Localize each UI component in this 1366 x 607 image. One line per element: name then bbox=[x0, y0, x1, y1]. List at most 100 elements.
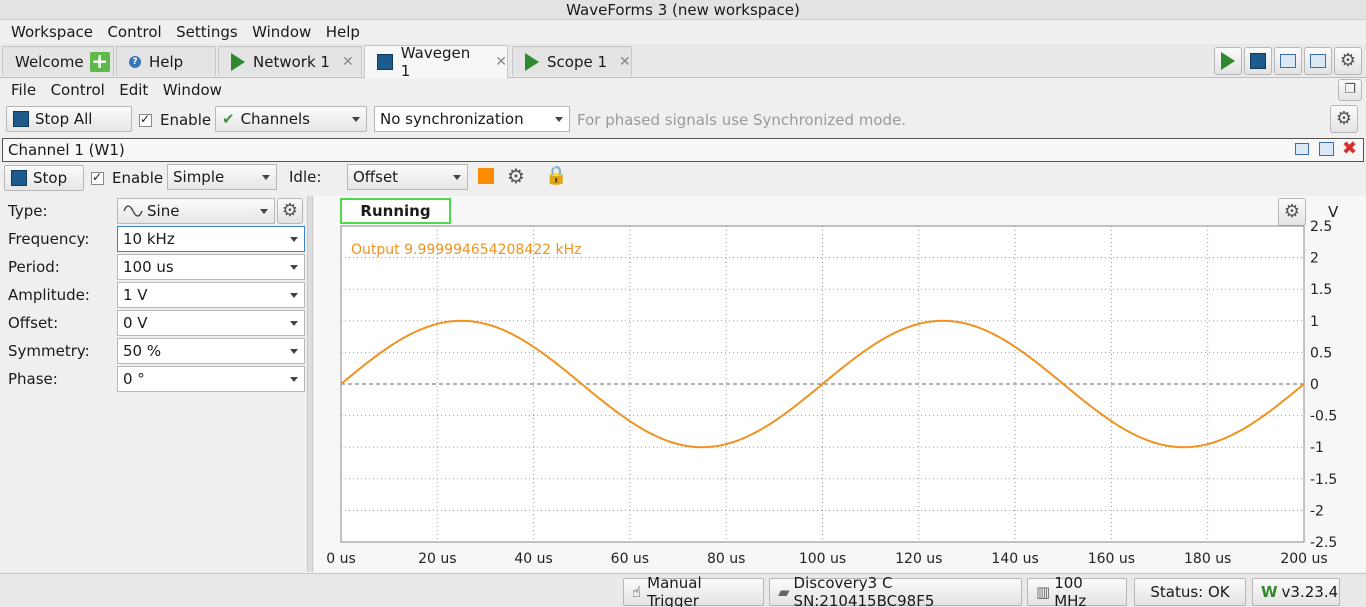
x-tick-label: 160 us bbox=[1088, 551, 1135, 567]
type-dropdown[interactable]: Sine bbox=[117, 198, 275, 224]
y-tick-label: 2.5 bbox=[1310, 219, 1332, 235]
menu-edit[interactable]: Edit bbox=[119, 81, 149, 99]
window-title: WaveForms 3 (new workspace) bbox=[0, 0, 1366, 20]
manual-trigger-button[interactable]: ☝ Manual Trigger bbox=[623, 574, 764, 607]
wavegen-toolbar: Stop All Enable ✔ Channels No synchroniz… bbox=[0, 104, 1366, 136]
channel-stop-button[interactable]: Stop bbox=[4, 165, 84, 191]
enable-checkbox[interactable]: Enable bbox=[139, 111, 211, 129]
windows-icon bbox=[1280, 54, 1296, 68]
running-status: Running bbox=[340, 198, 451, 224]
idle-dropdown[interactable]: Offset bbox=[347, 164, 468, 190]
undock-button[interactable]: ❐ bbox=[1338, 79, 1362, 101]
tab-help-label: Help bbox=[149, 52, 184, 71]
checkbox-icon bbox=[139, 112, 152, 127]
cascade-windows-button[interactable] bbox=[1274, 47, 1302, 75]
symmetry-input[interactable]: 50 % bbox=[117, 338, 305, 364]
menu-help[interactable]: Help bbox=[325, 23, 360, 41]
device-label: Discovery3 C SN:210415BC98F5 bbox=[793, 574, 935, 607]
channel-controls: Stop Enable Simple Idle: Offset ⚙ 🔒 bbox=[0, 162, 1366, 194]
param-symmetry-row: Symmetry: 50 % bbox=[2, 338, 306, 366]
y-tick-label: -2.5 bbox=[1310, 535, 1337, 551]
offset-input[interactable]: 0 V bbox=[117, 310, 305, 336]
tab-scope[interactable]: Scope 1 ✕ bbox=[512, 46, 632, 76]
frequency-value: 10 kHz bbox=[123, 230, 175, 248]
x-tick-label: 20 us bbox=[418, 551, 456, 567]
param-offset-row: Offset: 0 V bbox=[2, 310, 306, 338]
stop-all-button[interactable]: Stop All bbox=[6, 106, 132, 132]
chevron-down-icon bbox=[290, 321, 298, 326]
tab-welcome[interactable]: Welcome + bbox=[2, 46, 114, 76]
chevron-down-icon bbox=[290, 349, 298, 354]
play-icon bbox=[1221, 52, 1235, 70]
close-icon[interactable]: ✕ bbox=[619, 53, 631, 70]
amplitude-input[interactable]: 1 V bbox=[117, 282, 305, 308]
close-icon[interactable]: ✕ bbox=[341, 53, 354, 70]
menu-settings[interactable]: Settings bbox=[176, 23, 238, 41]
clock-icon: ▥ bbox=[1036, 583, 1051, 601]
restore-icon[interactable] bbox=[1295, 143, 1309, 155]
menu-window[interactable]: Window bbox=[162, 81, 222, 99]
chevron-down-icon bbox=[352, 117, 360, 122]
maximize-icon[interactable] bbox=[1319, 142, 1334, 156]
close-icon[interactable]: ✖ bbox=[1342, 138, 1358, 159]
phase-input[interactable]: 0 ° bbox=[117, 366, 305, 392]
sync-dropdown[interactable]: No synchronization bbox=[374, 106, 570, 132]
menu-window[interactable]: Window bbox=[252, 23, 312, 41]
period-input[interactable]: 100 us bbox=[117, 254, 305, 280]
mode-dropdown[interactable]: Simple bbox=[167, 164, 277, 190]
chevron-down-icon bbox=[260, 209, 268, 214]
menu-file[interactable]: File bbox=[11, 81, 37, 99]
version-button[interactable]: W v3.23.4 bbox=[1252, 578, 1340, 606]
frequency-input[interactable]: 10 kHz bbox=[117, 226, 305, 252]
x-tick-label: 140 us bbox=[991, 551, 1038, 567]
menu-control[interactable]: Control bbox=[107, 23, 162, 41]
gear-icon[interactable]: ⚙ bbox=[507, 164, 525, 188]
device-button[interactable]: ▰ Discovery3 C SN:210415BC98F5 bbox=[769, 574, 1022, 607]
close-icon[interactable]: ✕ bbox=[495, 54, 507, 70]
channel-color-swatch[interactable] bbox=[478, 168, 494, 184]
channels-dropdown[interactable]: ✔ Channels bbox=[215, 106, 367, 132]
type-value: Sine bbox=[147, 202, 180, 220]
clock-button[interactable]: ▥ 100 MHz bbox=[1027, 574, 1127, 607]
param-period-row: Period: 100 us bbox=[2, 254, 306, 282]
tab-network[interactable]: Network 1 ✕ bbox=[218, 46, 362, 76]
run-all-button[interactable] bbox=[1214, 47, 1242, 75]
sine-wave-icon bbox=[123, 205, 143, 217]
param-label: Type: bbox=[8, 202, 48, 220]
channel-enable-checkbox[interactable]: Enable bbox=[91, 169, 163, 187]
split-windows-button[interactable] bbox=[1304, 47, 1332, 75]
y-tick-label: -1.5 bbox=[1310, 472, 1337, 488]
instrument-menubar: File Control Edit Window bbox=[0, 78, 1366, 102]
channels-label: Channels bbox=[240, 110, 310, 128]
stop-all-button[interactable] bbox=[1244, 47, 1272, 75]
mode-value: Simple bbox=[173, 168, 225, 186]
y-tick-label: 0 bbox=[1310, 377, 1319, 393]
menu-workspace[interactable]: Workspace bbox=[11, 23, 93, 41]
x-tick-label: 180 us bbox=[1184, 551, 1231, 567]
play-icon bbox=[525, 52, 539, 71]
panel-splitter[interactable] bbox=[307, 196, 313, 572]
output-frequency-label: Output 9.999994654208422 kHz bbox=[351, 242, 581, 258]
x-tick-label: 40 us bbox=[514, 551, 552, 567]
tab-wavegen[interactable]: Wavegen 1 ✕ bbox=[364, 44, 508, 80]
chevron-down-icon bbox=[290, 265, 298, 270]
unit-label: V bbox=[1328, 203, 1339, 221]
type-settings-button[interactable]: ⚙ bbox=[277, 198, 303, 224]
status-button[interactable]: Status: OK bbox=[1134, 578, 1246, 606]
help-icon: ? bbox=[129, 55, 141, 68]
plot-settings-button[interactable]: ⚙ bbox=[1278, 198, 1306, 226]
checkmark-icon: ✔ bbox=[222, 110, 235, 128]
stop-icon bbox=[11, 170, 27, 186]
param-frequency-row: Frequency: 10 kHz bbox=[2, 226, 306, 254]
lock-icon[interactable]: 🔒 bbox=[545, 165, 568, 186]
plus-icon[interactable]: + bbox=[89, 48, 110, 73]
gear-icon: ⚙ bbox=[1339, 50, 1357, 71]
toolbar-settings-button[interactable]: ⚙ bbox=[1330, 105, 1358, 133]
tab-help[interactable]: ? Help bbox=[116, 46, 216, 76]
menu-control[interactable]: Control bbox=[50, 81, 105, 99]
settings-button[interactable]: ⚙ bbox=[1334, 47, 1362, 75]
chevron-down-icon bbox=[453, 175, 461, 180]
sync-value: No synchronization bbox=[380, 110, 524, 128]
clock-label: 100 MHz bbox=[1054, 574, 1087, 607]
param-label: Phase: bbox=[8, 370, 58, 388]
